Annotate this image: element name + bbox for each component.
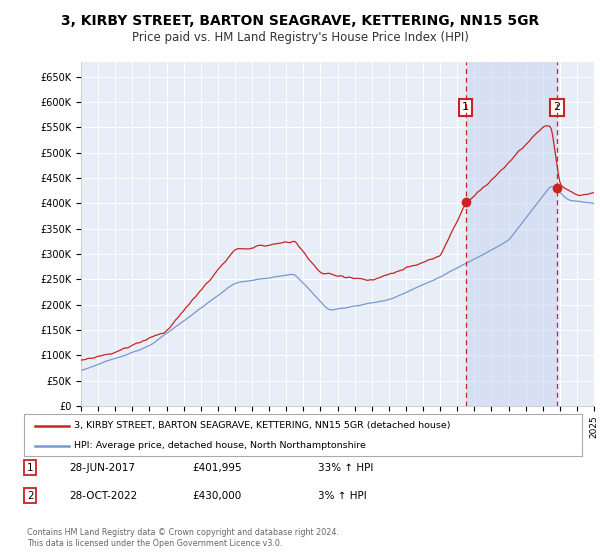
Text: Contains HM Land Registry data © Crown copyright and database right 2024.: Contains HM Land Registry data © Crown c… [27, 528, 339, 537]
Text: 28-JUN-2017: 28-JUN-2017 [69, 463, 135, 473]
Text: 1: 1 [462, 102, 469, 112]
Text: £401,995: £401,995 [192, 463, 242, 473]
Text: 33% ↑ HPI: 33% ↑ HPI [318, 463, 373, 473]
Text: HPI: Average price, detached house, North Northamptonshire: HPI: Average price, detached house, Nort… [74, 441, 366, 450]
Bar [466, 62, 557, 406]
Text: 3, KIRBY STREET, BARTON SEAGRAVE, KETTERING, NN15 5GR: 3, KIRBY STREET, BARTON SEAGRAVE, KETTER… [61, 14, 539, 28]
Text: 2: 2 [27, 491, 34, 501]
Text: Price paid vs. HM Land Registry's House Price Index (HPI): Price paid vs. HM Land Registry's House … [131, 31, 469, 44]
Text: £430,000: £430,000 [192, 491, 241, 501]
Text: This data is licensed under the Open Government Licence v3.0.: This data is licensed under the Open Gov… [27, 539, 283, 548]
Text: 3, KIRBY STREET, BARTON SEAGRAVE, KETTERING, NN15 5GR (detached house): 3, KIRBY STREET, BARTON SEAGRAVE, KETTER… [74, 421, 451, 430]
Text: 28-OCT-2022: 28-OCT-2022 [69, 491, 137, 501]
Text: 1: 1 [27, 463, 34, 473]
Text: 2: 2 [553, 102, 560, 112]
Text: 3% ↑ HPI: 3% ↑ HPI [318, 491, 367, 501]
